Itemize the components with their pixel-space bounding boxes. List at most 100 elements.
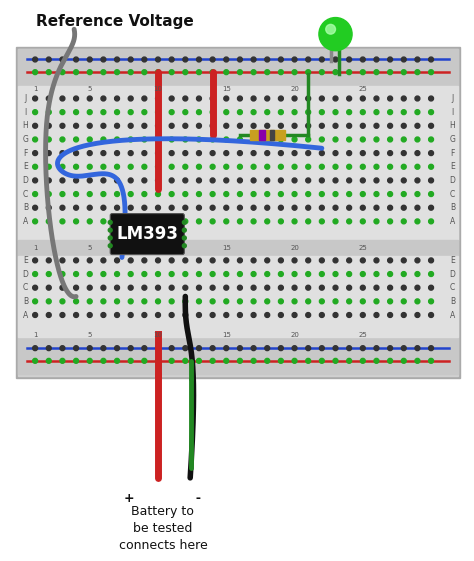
Circle shape [428,299,434,304]
Circle shape [278,219,283,224]
Circle shape [101,137,106,142]
Text: F: F [23,149,27,158]
Circle shape [46,346,51,351]
Circle shape [346,137,352,142]
Circle shape [428,70,434,75]
Circle shape [210,164,215,169]
Circle shape [388,205,392,210]
Circle shape [183,346,188,351]
Circle shape [346,123,352,128]
Circle shape [155,96,160,101]
Circle shape [428,346,434,351]
Circle shape [128,123,133,128]
Circle shape [155,205,160,210]
Circle shape [169,219,174,224]
Text: 25: 25 [358,86,367,92]
Circle shape [183,205,188,210]
Circle shape [183,312,188,318]
Circle shape [224,272,229,277]
Circle shape [346,178,352,183]
Circle shape [183,70,188,75]
Circle shape [224,358,229,364]
Circle shape [333,312,338,318]
Circle shape [128,70,133,75]
Circle shape [415,137,420,142]
Circle shape [183,164,188,169]
Circle shape [319,358,324,364]
Circle shape [237,299,242,304]
Text: G: G [450,135,456,144]
Circle shape [251,312,256,318]
Bar [18,49,458,86]
Text: 5: 5 [88,245,92,251]
Circle shape [278,192,283,196]
Circle shape [115,70,119,75]
Circle shape [155,151,160,155]
Circle shape [388,272,392,277]
Circle shape [101,272,106,277]
Circle shape [73,358,79,364]
Circle shape [401,178,406,183]
Circle shape [292,57,297,62]
Text: D: D [22,269,28,279]
Circle shape [224,219,229,224]
Circle shape [197,205,201,210]
Circle shape [87,70,92,75]
Circle shape [415,219,420,224]
Circle shape [33,346,37,351]
Circle shape [388,285,392,290]
Circle shape [306,272,310,277]
Circle shape [346,219,352,224]
Bar [18,240,458,255]
Circle shape [346,312,352,318]
Circle shape [87,285,92,290]
Circle shape [142,192,147,196]
Circle shape [401,57,406,62]
Circle shape [251,96,256,101]
Circle shape [46,178,51,183]
Circle shape [360,57,365,62]
Circle shape [197,219,201,224]
Circle shape [428,272,434,277]
Circle shape [87,205,92,210]
Circle shape [224,285,229,290]
Circle shape [428,164,434,169]
Circle shape [306,151,310,155]
Circle shape [224,57,229,62]
Circle shape [278,285,283,290]
Circle shape [346,70,352,75]
Circle shape [142,57,147,62]
Text: D: D [22,176,28,185]
Bar [18,337,458,375]
Circle shape [115,151,119,155]
Text: 1: 1 [33,332,37,338]
Circle shape [210,285,215,290]
Circle shape [224,192,229,196]
Circle shape [210,123,215,128]
Circle shape [128,219,133,224]
Circle shape [115,299,119,304]
Circle shape [292,205,297,210]
Text: F: F [450,149,455,158]
Circle shape [197,258,201,263]
Circle shape [333,358,338,364]
Circle shape [251,178,256,183]
Circle shape [333,110,338,114]
Text: E: E [450,256,455,265]
Circle shape [360,258,365,263]
Circle shape [87,312,92,318]
Circle shape [87,57,92,62]
Circle shape [142,70,147,75]
Circle shape [224,346,229,351]
Circle shape [346,151,352,155]
Circle shape [388,137,392,142]
Circle shape [73,151,79,155]
Circle shape [183,285,188,290]
Circle shape [197,346,201,351]
Circle shape [251,151,256,155]
Circle shape [155,358,160,364]
FancyBboxPatch shape [110,214,184,255]
Circle shape [183,178,188,183]
Circle shape [237,205,242,210]
Circle shape [319,57,324,62]
